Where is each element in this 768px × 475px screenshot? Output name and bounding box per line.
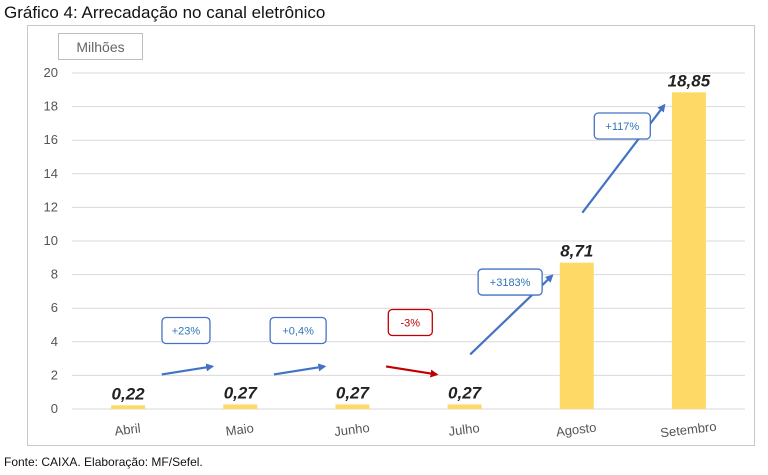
y-tick-label: 18 xyxy=(44,99,58,114)
x-tick-label: Setembro xyxy=(659,419,717,441)
change-badge xyxy=(161,316,211,345)
change-badge-label: +23% xyxy=(172,325,201,337)
bar xyxy=(111,405,146,409)
change-badge xyxy=(593,112,651,140)
growth-arrow-down xyxy=(385,365,439,378)
y-tick-label: 14 xyxy=(44,166,58,181)
change-badge-label: +0,4% xyxy=(282,325,314,337)
bar xyxy=(335,404,370,409)
y-tick-label: 6 xyxy=(51,300,58,315)
y-tick-label: 20 xyxy=(44,65,58,80)
change-badge-label: -3% xyxy=(401,317,421,329)
change-badge-label: +3183% xyxy=(490,277,531,289)
unit-label: Milhões xyxy=(58,33,143,60)
data-label: 0,22 xyxy=(112,384,146,403)
chart-title: Gráfico 4: Arrecadação no canal eletrôni… xyxy=(4,3,326,22)
growth-arrow-up xyxy=(161,363,215,376)
y-tick-label: 4 xyxy=(51,334,58,349)
y-tick-label: 2 xyxy=(51,367,58,382)
data-label: 8,71 xyxy=(560,242,593,261)
x-tick-label: Abril xyxy=(114,420,142,438)
x-tick-label: Junho xyxy=(333,420,370,439)
change-badge xyxy=(387,308,433,337)
x-tick-label: Agosto xyxy=(555,420,597,440)
change-badge-label: +117% xyxy=(605,121,639,133)
y-tick-label: 10 xyxy=(44,233,58,248)
change-badge xyxy=(477,268,543,296)
data-label: 18,85 xyxy=(668,71,711,90)
y-tick-label: 12 xyxy=(44,199,58,214)
chart-frame xyxy=(27,25,755,446)
bar xyxy=(447,404,482,409)
bar xyxy=(671,92,706,409)
change-badge xyxy=(269,316,327,345)
x-tick-label: Julho xyxy=(448,420,481,439)
y-tick-label: 8 xyxy=(51,267,58,282)
x-tick-label: Maio xyxy=(225,420,255,438)
data-label: 0,27 xyxy=(336,383,371,402)
y-tick-label: 0 xyxy=(51,401,58,416)
bar xyxy=(559,262,594,409)
y-tick-label: 16 xyxy=(44,132,58,147)
data-label: 0,27 xyxy=(448,383,483,402)
bar xyxy=(223,404,258,409)
growth-arrow-up xyxy=(273,363,327,376)
data-label: 0,27 xyxy=(224,383,259,402)
source-note: Fonte: CAIXA. Elaboração: MF/Sefel. xyxy=(4,455,203,469)
